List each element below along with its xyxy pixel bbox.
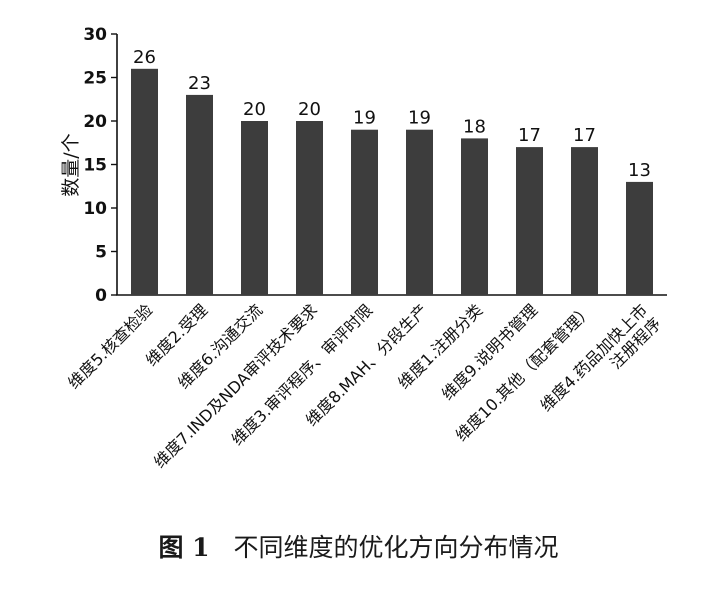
y-tick-label: 5 xyxy=(95,243,107,263)
bar-value-label: 20 xyxy=(298,99,321,120)
x-tick-label: 维度9.说明书管理 xyxy=(438,300,541,403)
figure-caption-text: 不同维度的优化方向分布情况 xyxy=(233,533,559,562)
figure-number: 图 1 xyxy=(158,533,210,562)
bar xyxy=(351,129,378,295)
y-tick-label: 15 xyxy=(83,156,107,176)
bar-value-label: 20 xyxy=(243,99,266,120)
y-tick-label: 25 xyxy=(83,69,107,89)
bar xyxy=(186,94,213,296)
bar-chart: 051015202530数量/个26维度5.核查检验23维度2.受理20维度6.… xyxy=(60,25,667,472)
bar xyxy=(626,181,653,295)
bar xyxy=(241,121,268,295)
x-tick-label: 维度4.药品加快上市注册程序 xyxy=(537,300,665,428)
y-axis-label: 数量/个 xyxy=(60,133,82,196)
bar-value-label: 23 xyxy=(188,73,211,94)
bar-value-label: 18 xyxy=(463,116,486,137)
x-tick-label-line: 维度9.说明书管理 xyxy=(438,300,541,403)
bar-value-label: 17 xyxy=(573,125,596,146)
y-tick-label: 30 xyxy=(83,25,107,45)
bar xyxy=(296,121,323,295)
y-tick-label: 10 xyxy=(83,199,107,219)
bar-value-label: 26 xyxy=(133,47,156,68)
bar xyxy=(516,147,543,295)
bar xyxy=(571,147,598,295)
plot-area: 051015202530数量/个26维度5.核查检验23维度2.受理20维度6.… xyxy=(60,25,667,472)
y-tick-label: 0 xyxy=(95,286,107,306)
bar-value-label: 13 xyxy=(628,160,651,181)
bar-value-label: 17 xyxy=(518,125,541,146)
x-tick-label: 维度5.核查检验 xyxy=(64,300,156,392)
x-tick-label-line: 维度5.核查检验 xyxy=(64,300,156,392)
bar xyxy=(131,68,158,295)
bar xyxy=(406,129,433,295)
bar-value-label: 19 xyxy=(408,108,431,129)
bar xyxy=(461,138,488,295)
y-tick-label: 20 xyxy=(83,112,107,132)
figure-caption: 图 1 不同维度的优化方向分布情况 xyxy=(0,528,717,564)
bar-value-label: 19 xyxy=(353,108,376,129)
